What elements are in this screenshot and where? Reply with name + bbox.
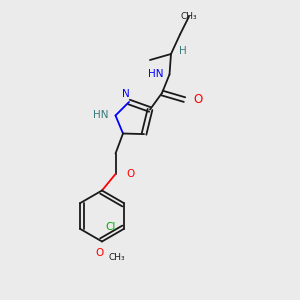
Text: N: N: [122, 89, 130, 100]
Text: CH₃: CH₃: [181, 12, 197, 21]
Text: CH₃: CH₃: [108, 254, 124, 262]
Text: O: O: [95, 248, 103, 259]
Text: HN: HN: [92, 110, 108, 121]
Text: O: O: [126, 169, 134, 179]
Text: H: H: [179, 46, 187, 56]
Text: HN: HN: [148, 69, 164, 80]
Text: Cl: Cl: [105, 222, 116, 232]
Text: O: O: [194, 93, 203, 106]
